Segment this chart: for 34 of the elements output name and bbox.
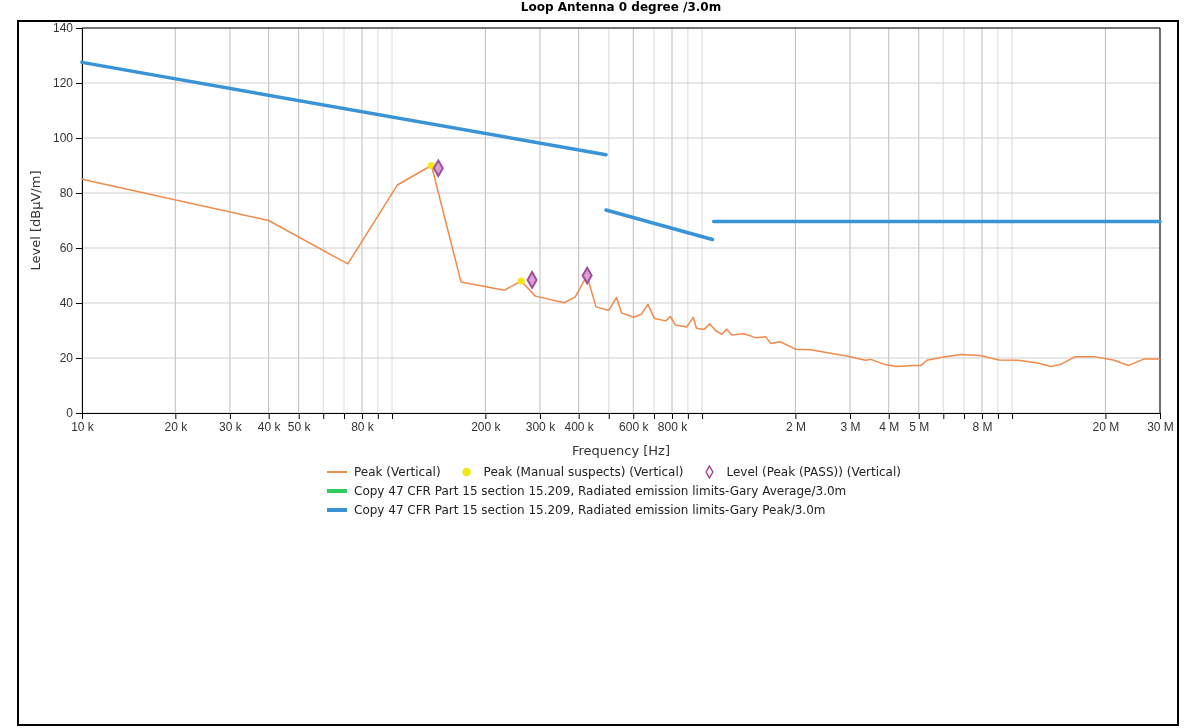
y-tick-label: 80 (59, 186, 74, 201)
x-tick-label: 3 M (840, 419, 861, 434)
legend-label: Level (Peak (PASS)) (Vertical) (726, 465, 901, 480)
x-tick-label: 50 k (287, 419, 312, 434)
x-tick-label: 80 k (351, 419, 375, 434)
y-tick-label: 0 (66, 406, 74, 421)
x-tick-label: 10 k (71, 419, 95, 434)
x-tick-label: 40 k (257, 419, 282, 434)
legend-label: Peak (Vertical) (354, 465, 441, 480)
x-tick-label: 20 k (164, 419, 189, 434)
y-tick-label: 40 (59, 296, 74, 311)
x-tick-label: 800 k (657, 419, 689, 434)
x-tick-label: 5 M (909, 419, 930, 434)
x-tick-label: 300 k (525, 419, 557, 434)
legend-label: Peak (Manual suspects) (Vertical) (483, 465, 684, 480)
x-tick-label: 600 k (619, 419, 650, 434)
legend-label: Copy 47 CFR Part 15 section 15.209, Radiated emission limits-Gary Peak/3.0m (354, 503, 826, 518)
y-tick-label: 20 (59, 351, 74, 366)
y-tick-label: 120 (52, 76, 74, 91)
y-tick-label: 60 (59, 241, 74, 256)
x-axis-title: Frequency [Hz] (571, 443, 671, 458)
legend-label: Copy 47 CFR Part 15 section 15.209, Radiated emission limits-Gary Average/3.0m (354, 484, 847, 499)
x-tick-label: 8 M (972, 419, 993, 434)
y-tick-label: 140 (52, 21, 74, 36)
x-tick-label: 4 M (879, 419, 900, 434)
x-tick-label: 30 k (219, 419, 243, 434)
x-tick-label: 20 M (1092, 419, 1120, 434)
chart-title: Loop Antenna 0 degree /3.0m (520, 0, 722, 14)
x-tick-label: 30 M (1147, 419, 1174, 434)
x-tick-label: 400 k (564, 419, 595, 434)
x-tick-label: 2 M (785, 419, 806, 434)
y-axis-title: Level [dBµV/m] (28, 170, 43, 271)
x-tick-label: 200 k (471, 419, 502, 434)
y-tick-label: 100 (52, 131, 74, 146)
